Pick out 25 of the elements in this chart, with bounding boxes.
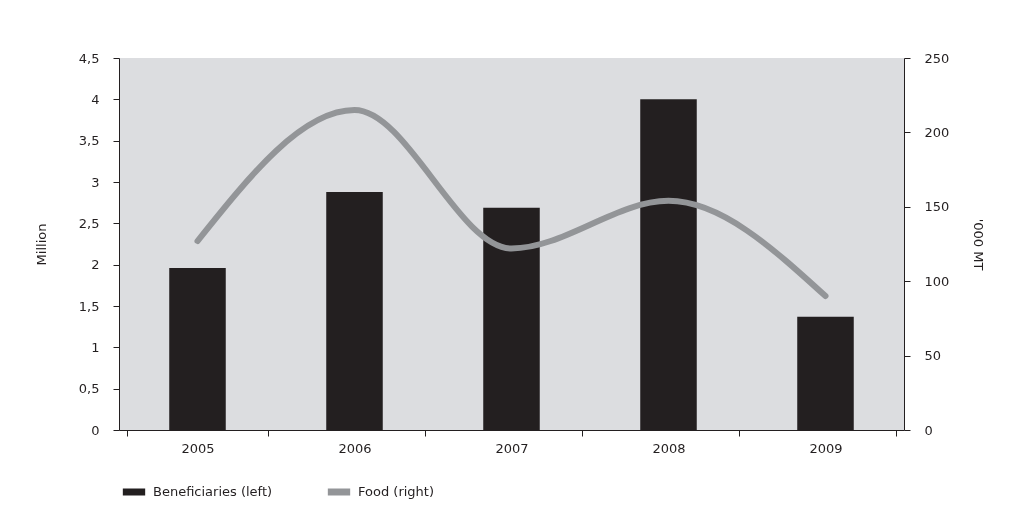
x-tick-label: 2005 — [181, 440, 215, 456]
y-tick-label: 0,5 — [78, 381, 100, 397]
y2-tick-label: 0 — [924, 422, 933, 438]
y-axis-title: Million — [33, 223, 49, 266]
y2-tick-label: 150 — [924, 199, 950, 215]
legend-label: Beneficiaries (left) — [153, 484, 273, 499]
y2-tick-label: 250 — [924, 50, 950, 66]
y2-axis-title: '000 MT — [971, 218, 987, 271]
x-tick-label: 2009 — [809, 440, 843, 456]
x-tick-label: 2007 — [495, 440, 529, 456]
y2-tick-label: 100 — [924, 273, 950, 289]
y-tick-label: 3,5 — [78, 133, 100, 149]
y-tick-label: 4 — [91, 91, 100, 107]
y-tick-label: 3 — [91, 174, 100, 190]
y-tick-label: 4,5 — [78, 50, 100, 66]
legend-label: Food (right) — [358, 484, 434, 499]
y-tick-label: 1,5 — [78, 298, 100, 314]
y-tick-label: 1 — [91, 339, 100, 355]
y-tick-label: 2,5 — [78, 215, 100, 231]
y-tick-label: 2 — [91, 257, 100, 273]
y2-tick-label: 200 — [924, 124, 950, 140]
y-tick-label: 0 — [91, 422, 100, 438]
y2-tick-label: 50 — [924, 348, 942, 364]
x-tick-label: 2008 — [652, 440, 686, 456]
x-tick-label: 2006 — [338, 440, 372, 456]
